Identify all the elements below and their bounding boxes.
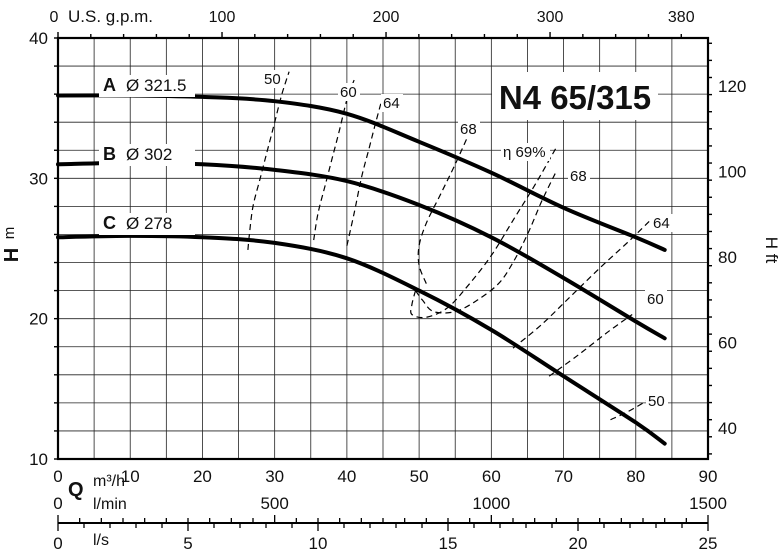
usgpm-axis: 0 100 200 300 380 bbox=[50, 9, 695, 38]
usgpm-tick-label: 200 bbox=[373, 9, 400, 26]
efficiency-label-bg bbox=[568, 167, 590, 185]
efficiency-curve bbox=[512, 219, 651, 349]
ls-tick-label: 20 bbox=[569, 534, 588, 553]
efficiency-label: η 69% bbox=[503, 144, 546, 161]
efficiency-curves bbox=[247, 71, 651, 421]
efficiency-label-bg bbox=[651, 214, 673, 232]
chart-title: N4 65/315 bbox=[499, 79, 651, 116]
efficiency-label-bg bbox=[338, 83, 360, 101]
head-m-tick-label: 30 bbox=[29, 169, 48, 188]
series-diameter-label: Ø 302 bbox=[126, 145, 172, 164]
head-curve-c bbox=[56, 233, 667, 446]
m3h-tick-label: 80 bbox=[626, 467, 645, 486]
head-m-axis: 10 20 30 40 bbox=[29, 29, 58, 469]
ls-tick-label: 5 bbox=[183, 534, 192, 553]
lmin-tick-label: 0 bbox=[53, 494, 62, 513]
ls-axis-label: l/s bbox=[93, 532, 109, 549]
efficiency-label: 60 bbox=[647, 291, 664, 308]
m3h-tick-label: 10 bbox=[121, 467, 140, 486]
efficiency-curve bbox=[313, 79, 355, 241]
q-label: Q bbox=[68, 479, 84, 501]
lmin-axis: 0 500 1000 1500 bbox=[53, 494, 727, 523]
m3h-axis-label: m³/h bbox=[93, 473, 125, 490]
head-m-tick-label: 40 bbox=[29, 29, 48, 48]
usgpm-tick-label: 0 bbox=[50, 9, 59, 26]
efficiency-label: 68 bbox=[460, 121, 477, 138]
usgpm-tick-label: 380 bbox=[668, 9, 695, 26]
m3h-tick-label: 30 bbox=[265, 467, 284, 486]
y-axis-label-ft: H ft bbox=[762, 237, 780, 264]
m3h-tick-label: 50 bbox=[410, 467, 429, 486]
efficiency-label-bg bbox=[645, 290, 667, 308]
efficiency-curve bbox=[610, 398, 651, 421]
series-diameter-label: Ø 278 bbox=[126, 214, 172, 233]
head-ft-tick-label: 100 bbox=[718, 163, 746, 182]
efficiency-label: 64 bbox=[653, 215, 670, 232]
efficiency-label-bg bbox=[381, 94, 403, 112]
efficiency-curve bbox=[410, 147, 557, 319]
grid-lines bbox=[58, 38, 708, 459]
efficiency-label-bg bbox=[458, 120, 480, 138]
series-label-bg bbox=[99, 75, 195, 97]
m3h-tick-label: 60 bbox=[482, 467, 501, 486]
head-ft-tick-label: 60 bbox=[718, 334, 737, 353]
efficiency-label: 50 bbox=[648, 393, 665, 410]
head-ft-tick-label: 120 bbox=[718, 77, 746, 96]
head-m-tick-label: 20 bbox=[29, 310, 48, 329]
m3h-tick-label: 70 bbox=[554, 467, 573, 486]
m3h-tick-label: 40 bbox=[337, 467, 356, 486]
lmin-tick-label: 1500 bbox=[689, 494, 727, 513]
head-ft-axis: 40 60 80 100 120 bbox=[708, 42, 746, 455]
series-label-bg bbox=[99, 213, 195, 235]
ls-tick-label: 10 bbox=[309, 534, 328, 553]
efficiency-label-bg bbox=[262, 70, 284, 88]
head-m-tick-label: 10 bbox=[29, 450, 48, 469]
efficiency-curve bbox=[417, 131, 471, 284]
ls-tick-label: 15 bbox=[439, 534, 458, 553]
lmin-tick-label: 500 bbox=[260, 494, 288, 513]
series-label-bg bbox=[99, 144, 195, 166]
m3h-tick-label: 0 bbox=[53, 467, 62, 486]
m3h-axis: 10 20 30 40 50 60 70 80 90 0 bbox=[53, 467, 717, 486]
title-box-bg bbox=[492, 72, 658, 120]
m3h-tick-label: 90 bbox=[699, 467, 718, 486]
usgpm-tick-label: 100 bbox=[209, 9, 236, 26]
efficiency-label: 60 bbox=[340, 84, 357, 101]
m3h-tick-label: 20 bbox=[193, 467, 212, 486]
ls-tick-label: 0 bbox=[53, 534, 62, 553]
ls-axis: 0 5 10 15 20 25 bbox=[53, 523, 717, 553]
y-axis-label-h: H bbox=[1, 248, 23, 262]
efficiency-label-bg bbox=[646, 392, 668, 410]
efficiency-label-bg bbox=[501, 143, 550, 161]
series-letter-label: B bbox=[103, 144, 116, 164]
lmin-axis-label: l/min bbox=[93, 496, 127, 513]
series-letter-label: C bbox=[103, 213, 116, 233]
efficiency-curve bbox=[548, 314, 633, 377]
head-curve-b bbox=[56, 160, 667, 341]
efficiency-label: 50 bbox=[264, 71, 281, 88]
efficiency-curve bbox=[346, 95, 384, 246]
lmin-tick-label: 1000 bbox=[472, 494, 510, 513]
series-letter-label: A bbox=[103, 75, 116, 95]
efficiency-label: 68 bbox=[570, 168, 587, 185]
ls-tick-label: 25 bbox=[699, 534, 718, 553]
usgpm-axis-label: U.S. g.p.m. bbox=[68, 7, 153, 26]
head-ft-tick-label: 80 bbox=[718, 248, 737, 267]
curve-labels: A Ø 321.5 B Ø 302 C Ø 278 50 60 64 68 η 69% 68 64 60 5… bbox=[99, 70, 673, 410]
usgpm-tick-label: 300 bbox=[537, 9, 564, 26]
series-diameter-label: Ø 321.5 bbox=[126, 76, 187, 95]
head-ft-tick-label: 40 bbox=[718, 419, 737, 438]
y-axis-label-unit: m bbox=[1, 227, 18, 240]
efficiency-label: 64 bbox=[383, 95, 400, 112]
